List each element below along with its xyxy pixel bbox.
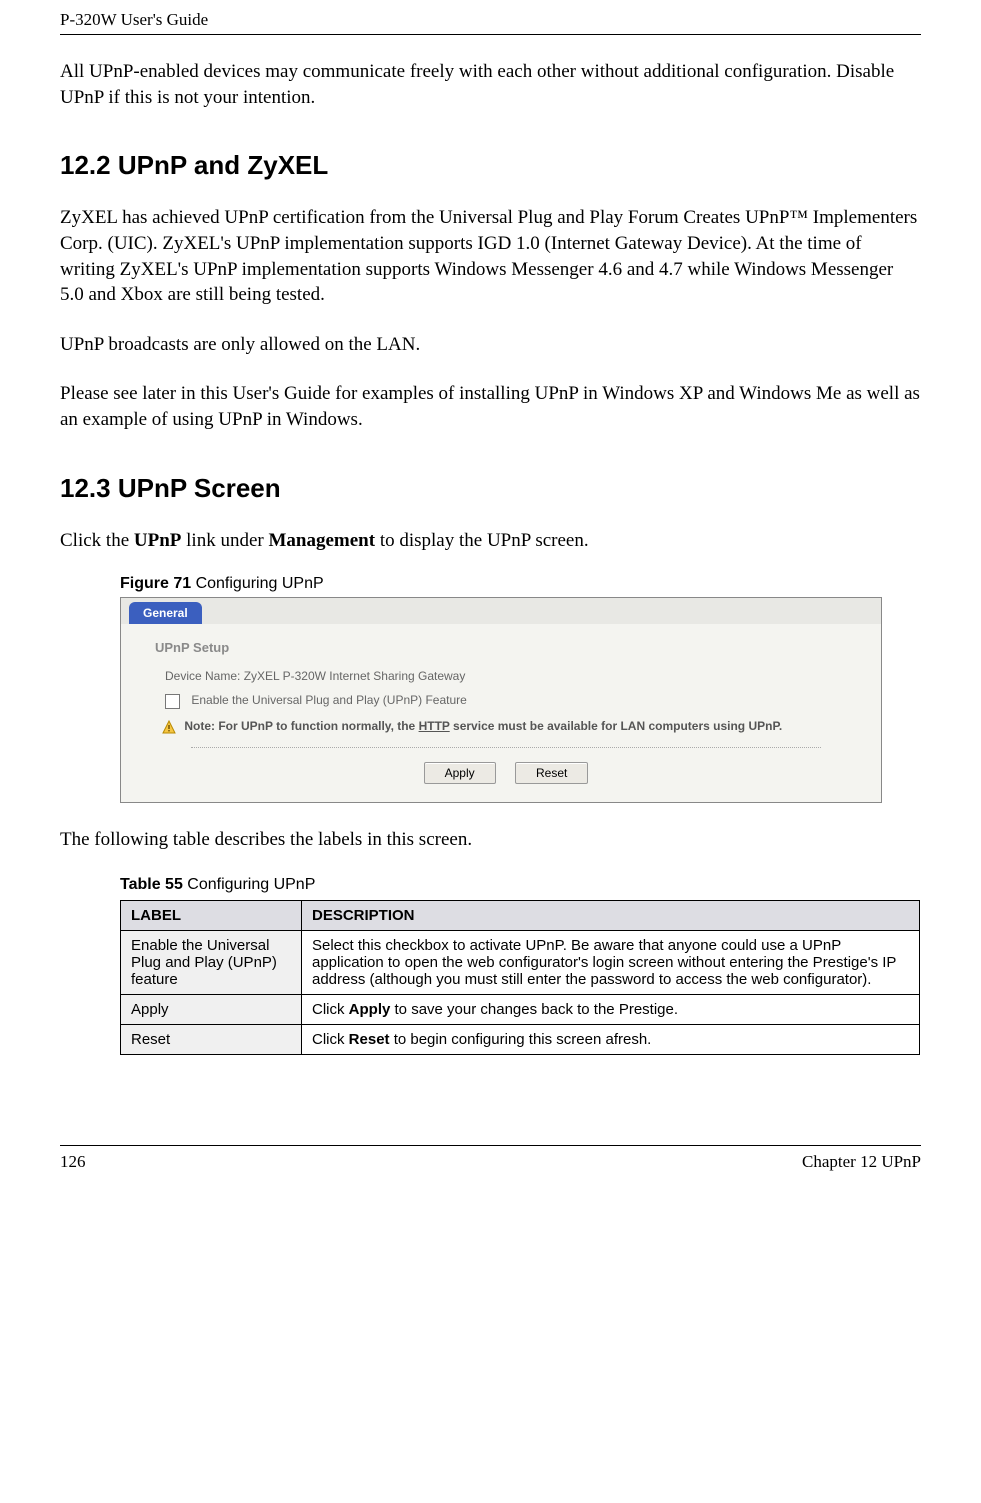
sec-12-2-p3: Please see later in this User's Guide fo… [60, 381, 921, 432]
enable-upnp-label: Enable the Universal Plug and Play (UPnP… [191, 693, 466, 707]
intro-bold-upnp: UPnP [134, 530, 182, 551]
row1-label: Apply [121, 995, 302, 1025]
enable-upnp-checkbox[interactable] [165, 694, 180, 709]
table-number: Table 55 [120, 876, 187, 893]
note-text-pre: Note: For UPnP to function normally, the [184, 719, 418, 733]
row2-desc: Click Reset to begin configuring this sc… [302, 1025, 920, 1055]
row1-desc: Click Apply to save your changes back to… [302, 995, 920, 1025]
note-row: Note: For UPnP to function normally, the… [161, 719, 861, 735]
note-text-post: service must be available for LAN comput… [450, 719, 783, 733]
sec-12-2-p1: ZyXEL has achieved UPnP certification fr… [60, 205, 921, 308]
sec-12-3-intro: Click the UPnP link under Management to … [60, 528, 921, 554]
doc-title: P-320W User's Guide [60, 10, 208, 29]
col-header-description: DESCRIPTION [302, 901, 920, 931]
sec-12-2-p2: UPnP broadcasts are only allowed on the … [60, 332, 921, 358]
row2-desc-post: to begin configuring this screen afresh. [390, 1031, 652, 1048]
heading-12-2: 12.2 UPnP and ZyXEL [60, 150, 921, 181]
row1-desc-bold: Apply [349, 1001, 391, 1018]
row1-desc-post: to save your changes back to the Prestig… [390, 1001, 678, 1018]
row0-label: Enable the Universal Plug and Play (UPnP… [121, 931, 302, 995]
row2-label: Reset [121, 1025, 302, 1055]
figure-caption: Figure 71 Configuring UPnP [120, 575, 921, 593]
table-row: Enable the Universal Plug and Play (UPnP… [121, 931, 920, 995]
table-caption: Table 55 Configuring UPnP [120, 876, 921, 894]
intro-text-pre: Click the [60, 530, 134, 551]
upnp-panel: UPnP Setup Device Name: ZyXEL P-320W Int… [121, 624, 881, 801]
running-footer: 126 Chapter 12 UPnP [60, 1145, 921, 1192]
after-figure-text: The following table describes the labels… [60, 827, 921, 853]
intro-text-mid: link under [181, 530, 268, 551]
panel-section-title: UPnP Setup [155, 640, 861, 655]
intro-bold-management: Management [268, 530, 375, 551]
button-row: Apply Reset [151, 758, 861, 790]
separator [191, 747, 821, 748]
figure-title: Configuring UPnP [196, 575, 324, 592]
table-title: Configuring UPnP [187, 876, 315, 893]
note-http-link[interactable]: HTTP [419, 719, 450, 733]
row2-desc-bold: Reset [349, 1031, 390, 1048]
tab-bar: General [121, 598, 881, 624]
table-row: Reset Click Reset to begin configuring t… [121, 1025, 920, 1055]
table-row: Apply Click Apply to save your changes b… [121, 995, 920, 1025]
device-name-line: Device Name: ZyXEL P-320W Internet Shari… [165, 669, 861, 683]
tab-general[interactable]: General [129, 602, 202, 624]
running-header: P-320W User's Guide [60, 0, 921, 35]
intro-text-post: to display the UPnP screen. [375, 530, 589, 551]
apply-button[interactable]: Apply [424, 762, 496, 784]
table-header-row: LABEL DESCRIPTION [121, 901, 920, 931]
intro-paragraph: All UPnP-enabled devices may communicate… [60, 59, 921, 110]
figure-number: Figure 71 [120, 575, 196, 592]
page-number: 126 [60, 1152, 86, 1172]
note-icon [161, 719, 177, 735]
reset-button[interactable]: Reset [515, 762, 588, 784]
row2-desc-pre: Click [312, 1031, 349, 1048]
heading-12-3: 12.3 UPnP Screen [60, 473, 921, 504]
row1-desc-pre: Click [312, 1001, 349, 1018]
row0-desc: Select this checkbox to activate UPnP. B… [302, 931, 920, 995]
config-table: LABEL DESCRIPTION Enable the Universal P… [120, 900, 920, 1055]
col-header-label: LABEL [121, 901, 302, 931]
chapter-label: Chapter 12 UPnP [802, 1152, 921, 1172]
upnp-screenshot: General UPnP Setup Device Name: ZyXEL P-… [120, 597, 882, 802]
enable-upnp-row: Enable the Universal Plug and Play (UPnP… [165, 693, 861, 708]
